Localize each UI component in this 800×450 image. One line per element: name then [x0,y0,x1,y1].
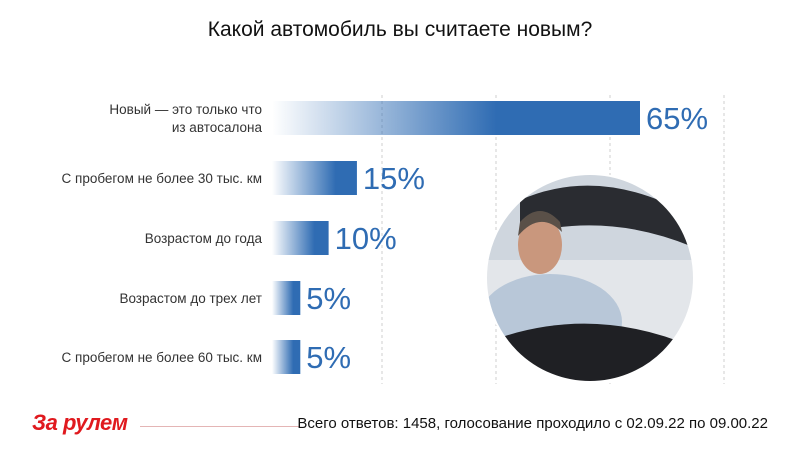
category-label-2: Возрастом до года [145,231,263,246]
footnote: Всего ответов: 1458, голосование проходи… [297,415,768,432]
category-label-3: Возрастом до трех лет [119,291,262,306]
chart-title: Какой автомобиль вы считаете новым? [207,18,593,41]
bar-0 [272,101,640,135]
bar-4 [272,340,301,374]
category-label-4: С пробегом не более 60 тыс. км [62,350,262,365]
category-label-1: С пробегом не более 30 тыс. км [62,171,262,186]
category-label-0: Новый — это только что из автосалона [109,102,262,135]
bar-3 [272,281,301,315]
photo-circle [486,174,694,382]
brand-logo: За рулем [32,410,128,435]
bar-2 [272,221,329,255]
photo-border [485,173,695,383]
value-label-1: 15% [363,161,425,196]
footer-divider [140,426,300,427]
value-label-2: 10% [335,221,397,256]
value-label-4: 5% [306,340,351,375]
bar-1 [272,161,357,195]
value-label-0: 65% [646,101,708,136]
value-label-3: 5% [306,281,351,316]
